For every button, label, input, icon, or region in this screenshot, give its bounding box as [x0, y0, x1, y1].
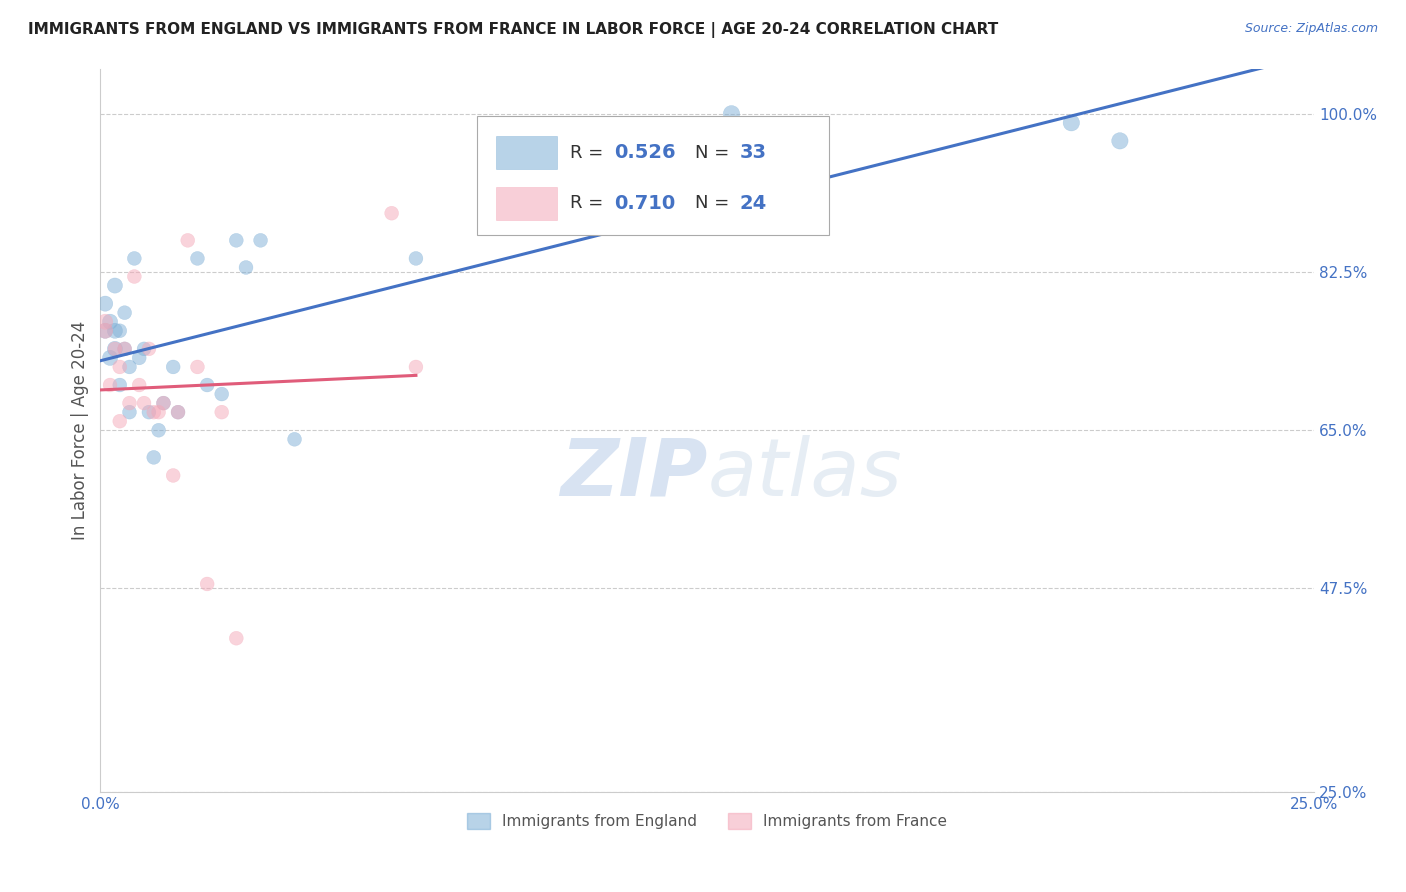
- Point: [114, 342, 136, 356]
- Point: [405, 359, 427, 374]
- Point: [152, 396, 174, 410]
- FancyBboxPatch shape: [496, 136, 557, 169]
- Point: [1109, 134, 1132, 148]
- Point: [118, 359, 141, 374]
- Point: [167, 405, 190, 419]
- Point: [98, 315, 121, 329]
- Point: [108, 378, 131, 392]
- Point: [104, 324, 127, 338]
- Point: [114, 342, 136, 356]
- Text: Source: ZipAtlas.com: Source: ZipAtlas.com: [1244, 22, 1378, 36]
- Point: [167, 405, 190, 419]
- Point: [381, 206, 404, 220]
- Point: [118, 396, 141, 410]
- Text: R =: R =: [569, 144, 609, 161]
- Point: [124, 269, 146, 284]
- Point: [405, 252, 427, 266]
- Point: [720, 107, 742, 121]
- Point: [94, 315, 117, 329]
- Point: [225, 632, 247, 646]
- Point: [104, 342, 127, 356]
- Text: 24: 24: [740, 194, 768, 213]
- Point: [104, 342, 127, 356]
- Point: [1060, 116, 1083, 130]
- Text: atlas: atlas: [707, 434, 903, 513]
- Point: [162, 359, 184, 374]
- Point: [104, 278, 127, 293]
- Point: [186, 359, 208, 374]
- Point: [94, 324, 117, 338]
- Point: [132, 396, 155, 410]
- Legend: Immigrants from England, Immigrants from France: Immigrants from England, Immigrants from…: [461, 806, 953, 835]
- Text: 0.526: 0.526: [614, 144, 675, 162]
- Point: [108, 359, 131, 374]
- Point: [283, 432, 305, 446]
- Point: [142, 405, 165, 419]
- Text: N =: N =: [695, 144, 735, 161]
- Point: [98, 351, 121, 365]
- Point: [124, 252, 146, 266]
- Point: [211, 387, 233, 401]
- Point: [108, 414, 131, 428]
- Point: [138, 342, 160, 356]
- Point: [211, 405, 233, 419]
- Text: 0.710: 0.710: [614, 194, 675, 213]
- Point: [148, 405, 170, 419]
- Text: R =: R =: [569, 194, 609, 212]
- Point: [94, 324, 117, 338]
- Point: [108, 324, 131, 338]
- Point: [128, 378, 150, 392]
- Point: [148, 423, 170, 437]
- Text: N =: N =: [695, 194, 735, 212]
- Point: [195, 577, 218, 591]
- Point: [225, 233, 247, 247]
- Point: [186, 252, 208, 266]
- Text: ZIP: ZIP: [560, 434, 707, 513]
- Point: [249, 233, 271, 247]
- Point: [132, 342, 155, 356]
- Point: [118, 405, 141, 419]
- Point: [98, 378, 121, 392]
- Y-axis label: In Labor Force | Age 20-24: In Labor Force | Age 20-24: [72, 320, 89, 540]
- FancyBboxPatch shape: [477, 116, 828, 235]
- Point: [114, 306, 136, 320]
- Point: [94, 296, 117, 310]
- Point: [128, 351, 150, 365]
- Point: [195, 378, 218, 392]
- Text: IMMIGRANTS FROM ENGLAND VS IMMIGRANTS FROM FRANCE IN LABOR FORCE | AGE 20-24 COR: IMMIGRANTS FROM ENGLAND VS IMMIGRANTS FR…: [28, 22, 998, 38]
- Text: 33: 33: [740, 144, 768, 162]
- FancyBboxPatch shape: [496, 186, 557, 220]
- Point: [142, 450, 165, 465]
- Point: [138, 405, 160, 419]
- Point: [152, 396, 174, 410]
- Point: [177, 233, 200, 247]
- Point: [162, 468, 184, 483]
- Point: [235, 260, 257, 275]
